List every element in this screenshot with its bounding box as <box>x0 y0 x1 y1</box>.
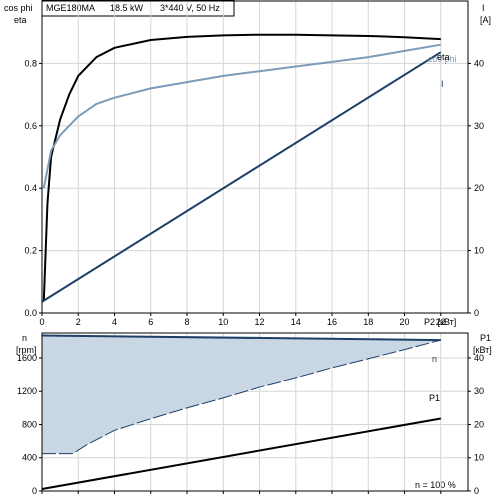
left-tick-label-1-2: 800 <box>22 419 37 429</box>
header-supply: 3*440 V, 50 Hz <box>160 3 220 13</box>
bottom-left-axis-label-1: n <box>22 333 27 343</box>
header-model: MGE180MA <box>46 3 95 13</box>
x-tick-label-11: 22 <box>436 317 446 327</box>
x-tick-label-2: 4 <box>112 317 117 327</box>
right-tick-label-0-3: 30 <box>474 121 484 131</box>
top-left-axis-label-1: cos phi <box>4 3 33 13</box>
plot-frame-1 <box>41 332 469 492</box>
x-tick-label-3: 6 <box>148 317 153 327</box>
x-tick-label-1: 2 <box>76 317 81 327</box>
series-line-n_min <box>42 339 441 455</box>
left-tick-label-1-3: 1200 <box>17 386 37 396</box>
right-tick-label-0-1: 10 <box>474 246 484 256</box>
top-right-axis-label-1: I <box>482 3 485 13</box>
x-tick-label-7: 14 <box>291 317 301 327</box>
right-tick-label-1-3: 30 <box>474 386 484 396</box>
x-tick-label-4: 8 <box>185 317 190 327</box>
series-label-P1: P1 <box>429 393 440 403</box>
bottom-right-axis-label-2: [кВт] <box>473 345 492 355</box>
left-tick-label-1-0: 0 <box>32 486 37 496</box>
x-tick-label-6: 12 <box>255 317 265 327</box>
x-axis-label: P2 [кВт] <box>424 317 456 327</box>
right-tick-label-0-2: 20 <box>474 183 484 193</box>
right-tick-label-0-0: 0 <box>474 308 479 318</box>
bottom-left-axis-label-2: [rpm] <box>16 345 37 355</box>
series-line-eta <box>42 33 441 301</box>
left-tick-label-0-1: 0.2 <box>24 246 37 256</box>
frame-layer <box>41 0 469 492</box>
right-tick-label-1-0: 0 <box>474 486 479 496</box>
top-right-axis-label-2: [A] <box>480 15 491 25</box>
right-tick-label-1-4: 40 <box>474 353 484 363</box>
right-tick-label-0-4: 40 <box>474 58 484 68</box>
left-tick-label-0-4: 0.8 <box>24 58 37 68</box>
series-layer <box>41 33 442 490</box>
x-tick-label-8: 16 <box>327 317 337 327</box>
speed-range-area <box>42 335 441 454</box>
series-line-n <box>41 334 441 342</box>
left-tick-label-0-3: 0.6 <box>24 121 37 131</box>
top-left-axis-label-2: eta <box>14 15 27 25</box>
series-label-cos-phi: cos phi <box>428 54 457 64</box>
left-tick-label-1-1: 400 <box>22 453 37 463</box>
plot-frame-0 <box>41 0 469 314</box>
left-tick-label-0-0: 0.0 <box>24 308 37 318</box>
series-label-I: I <box>441 79 444 89</box>
fill-layer <box>42 335 441 454</box>
speed-note: n = 100 % <box>415 480 456 490</box>
x-tick-label-10: 20 <box>400 317 410 327</box>
x-tick-label-0: 0 <box>39 317 44 327</box>
left-tick-label-1-4: 1600 <box>17 353 37 363</box>
series-label-n: n <box>432 354 437 364</box>
series-line-cos-phi <box>42 43 441 189</box>
right-tick-label-1-1: 10 <box>474 453 484 463</box>
series-line-I <box>41 51 442 303</box>
bottom-right-axis-label-1: P1 <box>480 333 491 343</box>
x-tick-label-5: 10 <box>218 317 228 327</box>
right-tick-label-1-2: 20 <box>474 419 484 429</box>
series-label-eta: eta <box>437 52 450 62</box>
header-power: 18.5 kW <box>110 3 144 13</box>
left-tick-label-0-2: 0.4 <box>24 183 37 193</box>
x-tick-label-9: 18 <box>363 317 373 327</box>
series-line-P1 <box>41 417 441 490</box>
